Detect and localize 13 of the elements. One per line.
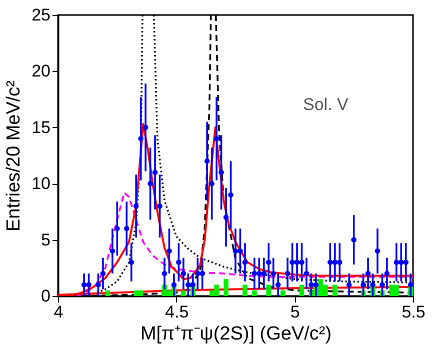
annotation: Sol. V bbox=[303, 95, 350, 114]
y-tick-label: 15 bbox=[32, 118, 50, 137]
y-tick-label: 0 bbox=[41, 286, 50, 306]
y-tick-label: 5 bbox=[41, 230, 50, 250]
y-tick-label: 10 bbox=[32, 174, 50, 194]
x-axis-title: M[π⁺π⁻ψ(2S)] (GeV/c²) bbox=[140, 324, 332, 344]
x-tick-label: 5.5 bbox=[402, 302, 426, 322]
y-axis-title: Entries/20 MeV/c² bbox=[4, 80, 25, 232]
x-tick-label: 4 bbox=[54, 302, 64, 322]
x-tick-label: 4.5 bbox=[165, 302, 189, 322]
y-tick-label: 25 bbox=[32, 6, 50, 24]
x-tick-label: 5 bbox=[290, 302, 300, 322]
y-tick-label: 20 bbox=[32, 62, 50, 81]
